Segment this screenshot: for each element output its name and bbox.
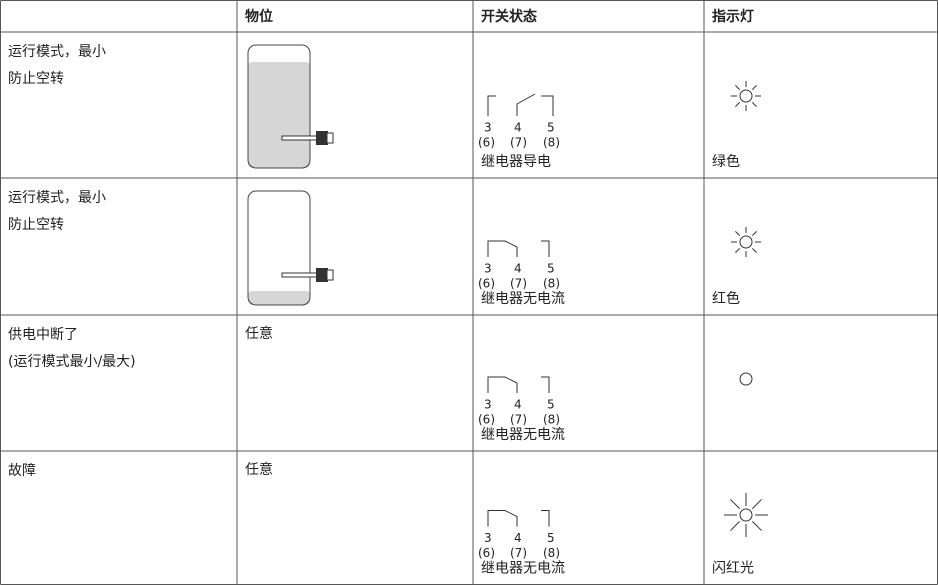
column-header: 开关状态 [481,8,537,25]
contact-5 [541,510,550,527]
column-header: 物位 [245,8,273,25]
terminal-alt: (6) [478,136,495,150]
tank [247,44,311,169]
lamp-ray [752,85,757,90]
lamp-ray [752,248,757,253]
contact-5 [541,376,550,393]
lamp [739,89,753,103]
sensor-cap [326,132,334,144]
indicator-text: 红色 [712,290,740,307]
lamp-ray [752,102,757,107]
lamp-ray [730,521,740,531]
terminal-number: 5 [547,531,555,545]
level-text: 任意 [245,325,273,342]
terminal-alt: (6) [478,277,495,291]
lamp-ray [752,231,757,236]
lamp-ray [752,521,762,531]
switch-state: 继电器无电流 [481,561,565,577]
tank-liquid [248,62,310,168]
sensor-head [316,131,328,145]
terminal-alt: (6) [478,546,495,560]
lamp-ray [735,85,740,90]
lamp-ray [735,102,740,107]
contact-5 [541,95,554,116]
tank-liquid [248,291,310,305]
condition-text: 防止空转 [8,217,64,233]
indicator-text: 绿色 [712,153,740,170]
terminal-alt: (7) [510,277,527,291]
switch-state: 继电器导电 [481,154,551,170]
terminal-alt: (8) [543,277,560,291]
terminal-number: 4 [514,531,522,545]
condition-text: (运行模式最小/最大) [8,354,136,370]
switch-state: 继电器无电流 [481,291,565,307]
terminal-number: 5 [547,398,555,412]
condition-text: 运行模式，最小 [8,44,106,60]
lamp [739,235,753,249]
contact-3 [487,95,496,116]
terminal-alt: (7) [510,413,527,427]
terminal-alt: (8) [543,136,560,150]
tank [247,190,311,306]
contact-3-4 [487,376,518,393]
level-text: 任意 [245,461,273,478]
condition-text: 防止空转 [8,71,64,87]
terminal-number: 3 [484,262,492,276]
column-header: 指示灯 [712,8,754,25]
terminal-number: 4 [514,398,522,412]
terminal-number: 3 [484,121,492,135]
terminal-alt: (8) [543,546,560,560]
sensor-rod [281,272,319,278]
contact-4 [516,93,536,116]
indicator-text: 闪红光 [712,561,754,577]
terminal-number: 4 [514,262,522,276]
terminal-number: 5 [547,262,555,276]
terminal-alt: (7) [510,546,527,560]
lamp-ray [752,499,762,509]
terminal-number: 4 [514,121,522,135]
contact-5 [541,240,550,257]
lamp-ray [735,248,740,253]
contact-3-4 [487,510,518,527]
terminal-alt: (6) [478,413,495,427]
sensor-head [316,268,328,282]
condition-text: 供电中断了 [8,327,78,343]
lamp [739,508,753,522]
sensor-cap [326,269,334,281]
lamp-ray [730,499,740,509]
condition-text: 故障 [8,463,36,479]
terminal-number: 3 [484,398,492,412]
terminal-alt: (7) [510,136,527,150]
terminal-number: 3 [484,531,492,545]
lamp [739,372,753,386]
condition-text: 运行模式，最小 [8,190,106,206]
terminal-number: 5 [547,121,555,135]
contact-3-4 [487,240,518,257]
sensor-rod [281,135,319,141]
lamp-ray [735,231,740,236]
switch-state: 继电器无电流 [481,427,565,443]
terminal-alt: (8) [543,413,560,427]
